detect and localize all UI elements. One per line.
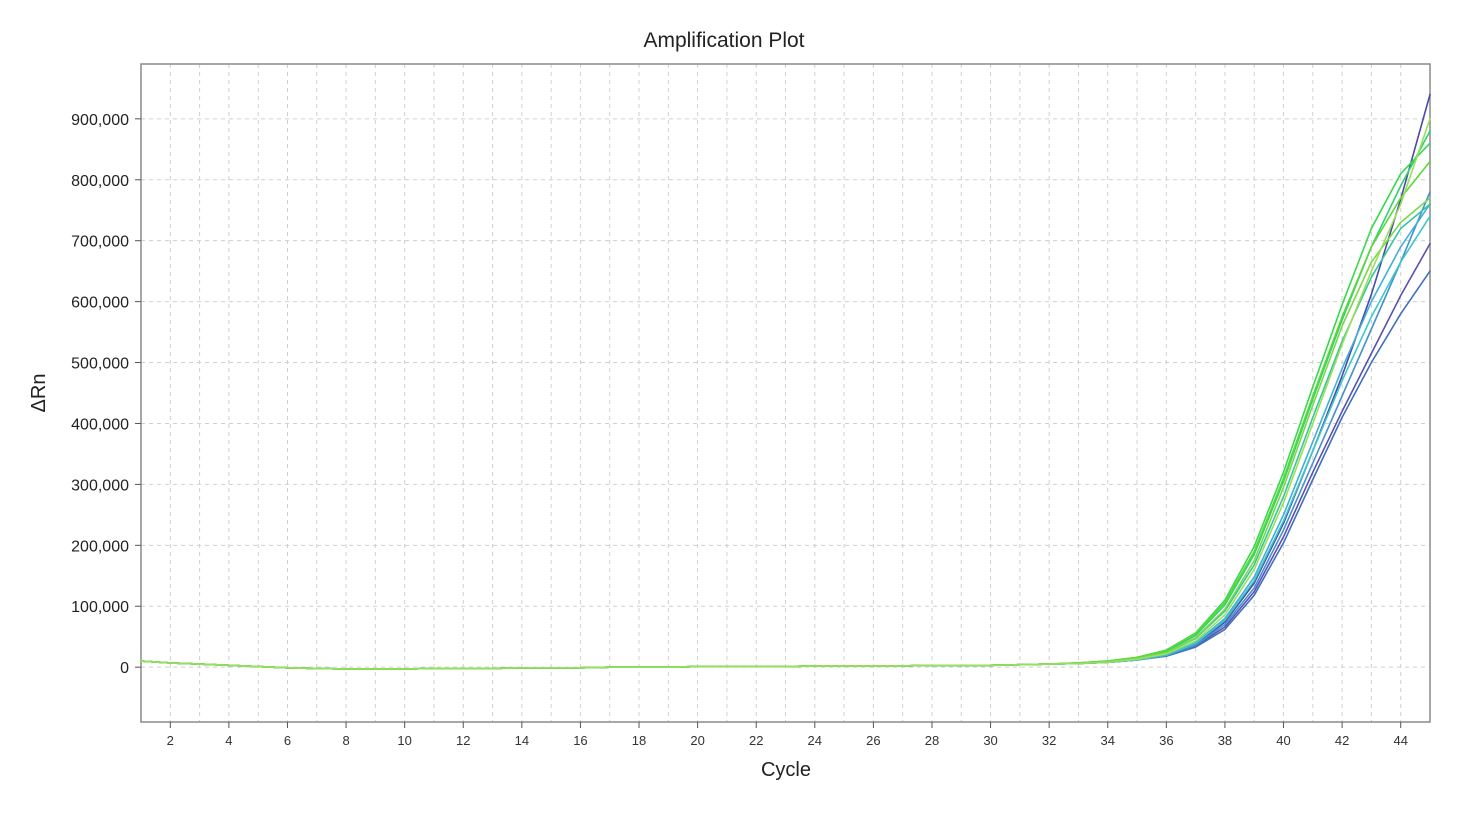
y-tick-label: 0 — [120, 660, 129, 677]
x-tick-label: 42 — [1335, 733, 1349, 748]
x-tick-label: 8 — [342, 733, 349, 748]
y-tick-label: 500,000 — [71, 356, 129, 373]
x-tick-label: 14 — [515, 733, 529, 748]
x-tick-label: 4 — [225, 733, 232, 748]
x-tick-label: 2 — [167, 733, 174, 748]
y-axis-label: ΔRn — [28, 374, 50, 413]
x-tick-label: 12 — [456, 733, 470, 748]
x-tick-label: 30 — [983, 733, 997, 748]
y-tick-label: 100,000 — [71, 599, 129, 616]
x-tick-label: 16 — [573, 733, 587, 748]
x-tick-label: 6 — [284, 733, 291, 748]
series-line-12 — [140, 118, 1431, 670]
x-tick-label: 36 — [1159, 733, 1173, 748]
plot-area-frame — [140, 63, 1431, 723]
x-tick-label: 38 — [1218, 733, 1232, 748]
x-tick-label: 10 — [397, 733, 411, 748]
x-tick-label: 24 — [808, 733, 822, 748]
y-axis-ticks: 0 100,000 200,000 300,000 400,000 500,000 600,… — [71, 112, 141, 677]
grid-layer — [141, 64, 1430, 722]
x-tick-label: 44 — [1393, 733, 1407, 748]
x-tick-label: 26 — [866, 733, 880, 748]
series-layer — [140, 93, 1431, 670]
x-tick-label: 34 — [1101, 733, 1115, 748]
x-tick-label: 22 — [749, 733, 763, 748]
x-tick-label: 40 — [1276, 733, 1290, 748]
y-tick-label: 600,000 — [71, 295, 129, 312]
chart-title: Amplification Plot — [643, 29, 804, 52]
y-tick-label: 900,000 — [71, 112, 129, 129]
y-tick-label: 300,000 — [71, 477, 129, 494]
y-tick-label: 200,000 — [71, 538, 129, 555]
y-tick-label: 800,000 — [71, 173, 129, 190]
y-tick-label: 700,000 — [71, 234, 129, 251]
x-tick-label: 32 — [1042, 733, 1056, 748]
x-axis-ticks: 2 4 6 8 10 12 14 16 18 20 22 24 26 28 30 32 34 36 38 40 42 44 — [167, 722, 1408, 748]
x-axis-label: Cycle — [761, 759, 811, 781]
x-tick-label: 28 — [925, 733, 939, 748]
x-tick-label: 18 — [632, 733, 646, 748]
y-tick-label: 400,000 — [71, 416, 129, 433]
x-tick-label: 20 — [690, 733, 704, 748]
